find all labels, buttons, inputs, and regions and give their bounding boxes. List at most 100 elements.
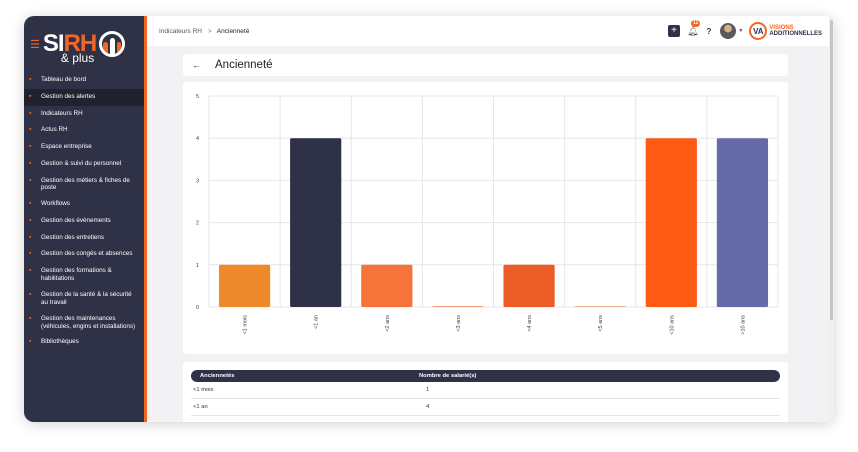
logo-subtitle: & plus [60,51,95,65]
sidebar-item[interactable]: ▪ Workflows [24,196,144,213]
bar[interactable] [503,264,555,307]
table-cell: 4 [426,404,430,410]
folder-icon: ▪ [29,338,32,346]
x-tick-label: <3 ans [456,315,462,332]
sidebar-item-label: Gestion des formations & habilitations [41,267,112,283]
topbar: Indicateurs RH > Ancienneté + 🔔︎ 11 ? ▼ VA… [147,16,834,46]
grid-icon: ▪ [29,76,32,83]
bell-icon: ▪ [29,92,32,100]
table-cell: 1 [426,387,430,393]
tools-icon: ▪ [29,314,32,322]
sidebar-item[interactable]: ▪ Bibliothèques [24,334,144,351]
x-tick-label: <10 ans [669,315,675,335]
column-header-anciennetes[interactable]: Anciennetés [200,373,235,379]
breadcrumb: Indicateurs RH > Ancienneté [159,28,249,35]
scrollbar[interactable] [829,16,834,422]
bar[interactable] [290,138,342,307]
sidebar-item[interactable]: ▪ Gestion des formations & habilitations [24,263,144,287]
notification-badge: 11 [691,19,701,27]
sidebar-item[interactable]: ▪ Actus RH [24,122,144,139]
sidebar-item[interactable]: ▪ Gestion de la santé & la sécurité au tr… [24,287,144,311]
sidebar-item-label: Gestion des alertes [41,92,96,100]
graduation-icon: ▪ [29,267,32,275]
book-icon: ▪ [29,126,32,134]
breadcrumb-parent[interactable]: Indicateurs RH [159,27,202,35]
sidebar-item-label: Bibliothèques [41,338,79,346]
bell-icon: 🔔︎ [687,25,699,36]
topbar-actions: + 🔔︎ 11 ? ▼ VA VISIONS ADDITIONNELLES [668,19,822,41]
page-header: ← Ancienneté [183,54,788,76]
workflow-icon: ▪ [29,200,32,208]
notifications-button[interactable]: 🔔︎ 11 [687,19,701,37]
breadcrumb-separator: > [208,27,212,35]
help-button[interactable]: ? [706,26,712,36]
sidebar-item-label: Gestion des métiers & fiches de poste [41,176,130,192]
x-tick-label: <4 ans [527,315,533,332]
sidebar-item-label: Gestion des évènements [41,216,111,224]
table-header: Anciennetés Nombre de salarié(s) [191,370,780,382]
table-card: Anciennetés Nombre de salarié(s) <1 mois… [183,362,788,422]
company-name-line1: VISIONS [769,24,794,31]
clipboard-icon: ▪ [29,233,32,241]
column-header-nombre[interactable]: Nombre de salarié(s) [419,373,477,379]
calendar-icon: ▪ [29,216,32,224]
sidebar-item-label: Workflows [41,200,70,208]
logo-people-icon [99,31,126,57]
bar[interactable] [645,138,697,307]
sidebar-item[interactable]: ▪ Gestion des évènements [24,213,144,230]
user-avatar[interactable] [720,23,737,39]
sidebar-item-label: Tableau de bord [41,76,87,83]
table-row: <1 mois 1 [191,382,780,399]
y-tick-label: 5 [196,94,199,100]
x-tick-label: <1 mois [243,315,249,335]
chevron-down-icon[interactable]: ▼ [738,28,744,34]
table-body: <1 mois 1 <1 an 4 [191,382,780,416]
company-logo-icon: VA [749,22,768,40]
sidebar-item-label: Indicateurs RH [41,109,83,117]
sidebar-item[interactable]: ▪ Gestion des métiers & fiches de poste [24,173,144,197]
table-cell: <1 an [193,404,208,410]
company-logo: VA VISIONS ADDITIONNELLES [749,22,822,40]
table-cell: <1 mois [193,387,214,393]
y-tick-label: 2 [196,221,199,227]
bar[interactable] [218,264,271,307]
sidebar: ☰ SIRH & plus ▪ Tableau de bord ▪ Gestion de… [24,16,147,422]
chart-line-icon: ▪ [29,109,32,117]
x-tick-label: >10 ans [740,315,746,335]
company-name-line2: ADDITIONNELLES [769,31,822,37]
health-icon: ▪ [29,290,32,298]
app-window: ☰ SIRH & plus ▪ Tableau de bord ▪ Gestion de… [24,16,834,422]
back-arrow-icon[interactable]: ← [192,60,201,70]
bar[interactable] [361,264,413,307]
sidebar-item-label: Gestion & suivi du personnel [41,159,122,167]
sidebar-item[interactable]: ▪ Gestion des congés et absences [24,246,144,263]
y-tick-label: 1 [196,263,199,269]
logo-wordmark: SIRH & plus [42,30,97,65]
app-logo[interactable]: ☰ SIRH & plus [24,16,144,72]
bar[interactable] [432,306,484,307]
sidebar-item-label: Espace entreprise [41,143,92,150]
sidebar-item[interactable]: ▪ Tableau de bord [24,72,144,89]
main-area: Indicateurs RH > Ancienneté + 🔔︎ 11 ? ▼ VA… [147,16,834,422]
y-tick-label: 0 [196,305,199,311]
sidebar-item[interactable]: ▪ Gestion & suivi du personnel [24,156,144,173]
sidebar-item-label: Gestion des entretiens [41,233,105,241]
bar-chart: 0 1 2 3 4 5 <1 mois <1 an <2 ans <3 ans <4 ans <5 a… [196,94,779,335]
x-tick-label: <5 ans [598,315,604,332]
bar[interactable] [716,138,769,307]
x-tick-label: <2 ans [385,315,391,332]
sidebar-item[interactable]: ▪ Gestion des entretiens [24,230,144,247]
sidebar-item-label: Gestion des maintenances (véhicules, eng… [41,314,136,330]
page-title: Ancienneté [215,59,273,71]
sidebar-item[interactable]: ▪ Espace entreprise [24,139,144,156]
sidebar-nav: ▪ Tableau de bord ▪ Gestion des alertes ▪ Ind… [24,72,144,351]
bar[interactable] [574,306,626,307]
sidebar-item[interactable]: ▪ Gestion des maintenances (véhicules, en… [24,311,144,335]
sidebar-item[interactable]: ▪ Indicateurs RH [24,106,144,123]
y-tick-label: 4 [196,136,199,142]
add-button[interactable]: + [668,25,681,37]
menu-icon[interactable]: ☰ [30,38,40,51]
sidebar-item-label: Gestion des congés et absences [41,250,133,258]
scrollbar-thumb[interactable] [830,20,833,320]
sidebar-item[interactable]: ▪ Gestion des alertes [24,88,144,106]
